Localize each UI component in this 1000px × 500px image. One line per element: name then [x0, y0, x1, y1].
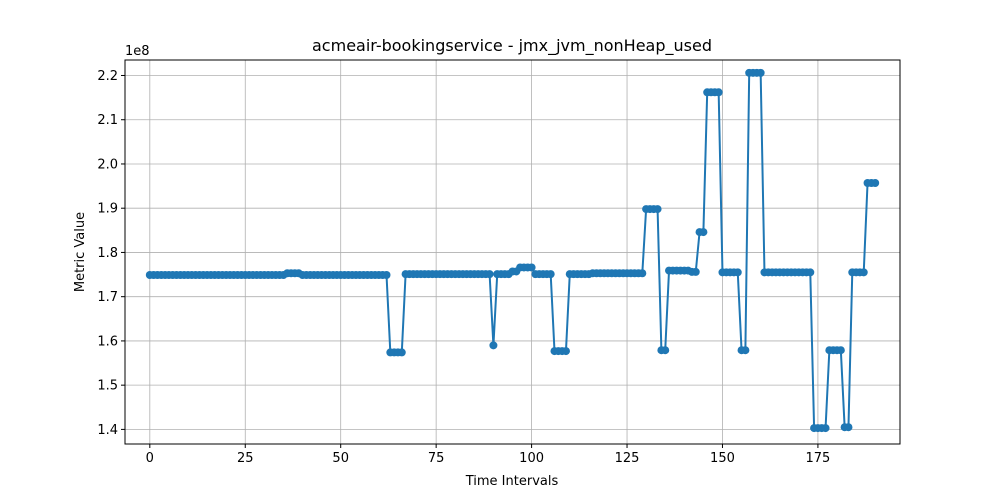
data-point — [527, 263, 536, 272]
data-point — [485, 270, 494, 279]
y-tick-label: 1.8 — [97, 246, 118, 261]
y-tick-label: 2.2 — [97, 69, 118, 84]
chart-title: acmeair-bookingservice - jmx_jvm_nonHeap… — [312, 36, 712, 56]
data-point — [756, 68, 765, 77]
data-point — [397, 348, 406, 357]
x-tick-label: 25 — [237, 451, 254, 466]
grid — [125, 60, 900, 444]
data-point — [546, 270, 555, 279]
data-point — [806, 268, 815, 277]
data-point — [714, 88, 723, 97]
data-point — [844, 423, 853, 432]
data-point — [741, 346, 750, 355]
x-tick-label: 0 — [146, 451, 154, 466]
series-layer — [145, 68, 880, 433]
data-point — [691, 267, 700, 276]
data-point — [871, 178, 880, 187]
x-tick-label: 100 — [519, 451, 544, 466]
x-tick-label: 175 — [806, 451, 831, 466]
y-tick-label: 1.9 — [97, 202, 118, 217]
data-point — [653, 205, 662, 214]
ticks: 0 25 50 75 100 125 150 175 1.4 1.5 1.6 1.7 1.8 1.9 2.0… — [97, 69, 830, 466]
x-axis-label: Time Intervals — [465, 474, 559, 489]
y-axis-label: Metric Value — [73, 212, 88, 292]
y-multiplier-label: 1e8 — [125, 44, 150, 59]
series-line — [149, 71, 876, 430]
data-point — [699, 228, 708, 237]
data-point — [382, 271, 391, 279]
data-point — [859, 268, 868, 277]
plot-frame — [124, 59, 901, 445]
y-tick-label: 2.1 — [97, 113, 118, 128]
y-tick-label: 2.0 — [97, 157, 118, 172]
y-tick-label: 1.7 — [97, 290, 118, 305]
y-tick-label: 1.6 — [97, 334, 118, 349]
x-tick-label: 50 — [332, 451, 349, 466]
data-point — [836, 346, 845, 355]
y-tick-label: 1.4 — [97, 423, 118, 438]
data-point — [489, 341, 498, 350]
x-tick-label: 125 — [615, 451, 640, 466]
data-point — [661, 346, 670, 355]
data-point — [638, 269, 647, 278]
x-tick-label: 75 — [428, 451, 445, 466]
data-point — [821, 424, 830, 433]
x-tick-label: 150 — [710, 451, 735, 466]
data-point — [733, 268, 742, 277]
y-tick-label: 1.5 — [97, 379, 118, 394]
data-point — [561, 347, 570, 356]
